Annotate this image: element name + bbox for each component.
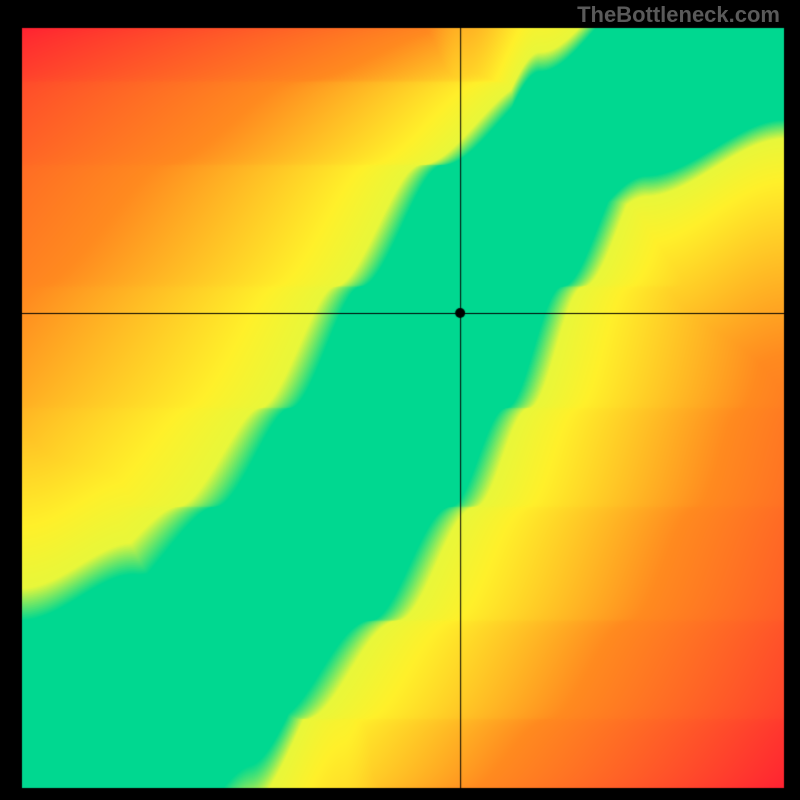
watermark-text: TheBottleneck.com [577,2,780,28]
bottleneck-heatmap [0,0,800,800]
